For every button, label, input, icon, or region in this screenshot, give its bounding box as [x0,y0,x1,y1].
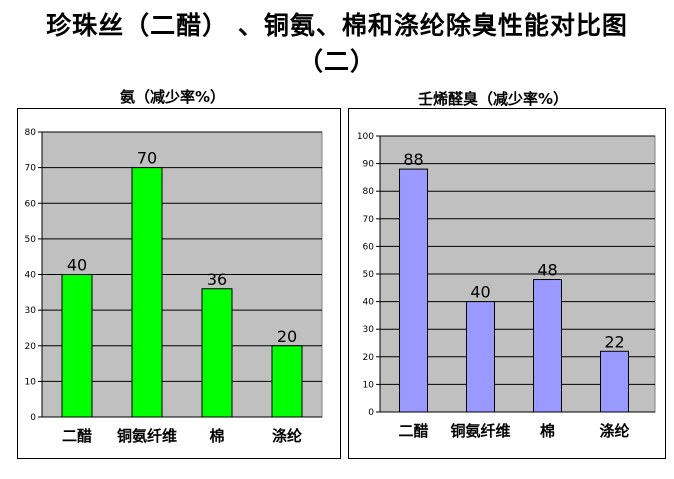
y-tick-label-ammonia: 40 [25,271,37,281]
data-label-nonenal-2: 48 [537,261,557,280]
chart-title-nonenal: 壬烯醛臭（减少率%） [418,90,569,108]
y-tick-label-ammonia: 10 [25,377,37,387]
y-tick-label-ammonia: 80 [25,128,37,138]
data-label-ammonia-2: 36 [207,270,227,289]
y-tick-label-nonenal: 40 [363,298,375,308]
y-tick-label-nonenal: 30 [363,325,375,335]
x-tick-label-ammonia-3: 涤纶 [272,427,302,445]
data-label-nonenal-3: 22 [604,332,624,351]
data-label-ammonia-3: 20 [277,327,297,346]
bar-ammonia-1 [131,167,163,418]
x-tick-label-nonenal-3: 涤纶 [599,422,629,440]
x-tick-label-ammonia-2: 棉 [209,427,224,445]
chart-title-ammonia: 氨（减少率%） [120,88,226,106]
y-tick-label-nonenal: 20 [363,353,375,363]
bar-ammonia-2 [201,288,233,418]
y-tick-label-nonenal: 0 [368,408,374,418]
x-tick-label-ammonia-0: 二醋 [62,427,92,445]
x-tick-label-ammonia-1: 铜氨纤维 [117,427,177,445]
data-label-ammonia-0: 40 [67,256,87,275]
y-tick-label-ammonia: 0 [30,413,36,423]
bar-ammonia-0 [61,274,93,418]
y-tick-label-nonenal: 100 [357,132,374,142]
y-tick-label-ammonia: 70 [25,164,37,174]
data-label-nonenal-0: 88 [403,150,423,169]
bar-nonenal-1 [466,301,495,413]
bar-ammonia-3 [271,345,303,418]
page-title-line1: 珍珠丝（二醋） 、铜氨、棉和涤纶除臭性能对比图 [46,11,628,40]
x-tick-label-nonenal-1: 铜氨纤维 [450,422,510,440]
y-tick-label-nonenal: 70 [363,215,375,225]
y-tick-label-nonenal: 50 [363,270,375,280]
page-title-line2: （二） [297,47,376,76]
data-label-ammonia-1: 70 [137,149,157,168]
data-label-nonenal-1: 40 [470,283,490,302]
y-tick-label-nonenal: 60 [363,242,375,252]
y-tick-label-nonenal: 10 [363,380,375,390]
x-tick-label-nonenal-0: 二醋 [398,422,428,440]
y-tick-label-nonenal: 90 [363,160,375,170]
y-tick-label-ammonia: 50 [25,235,37,245]
bar-nonenal-3 [600,350,629,413]
y-tick-label-ammonia: 30 [25,306,37,316]
y-tick-label-ammonia: 20 [25,342,37,352]
x-tick-label-nonenal-2: 棉 [540,422,555,440]
bar-nonenal-0 [399,168,428,413]
bar-nonenal-2 [533,279,562,413]
y-tick-label-ammonia: 60 [25,199,37,209]
y-tick-label-nonenal: 80 [363,187,375,197]
